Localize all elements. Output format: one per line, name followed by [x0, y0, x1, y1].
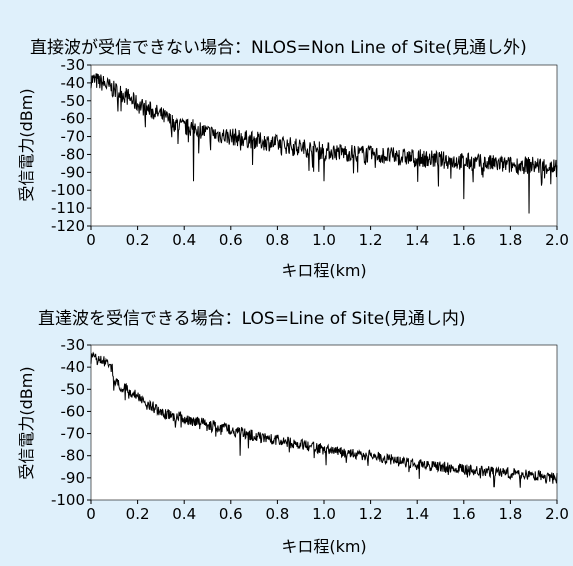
chart-nlos-xlabel: キロ程(km) [281, 261, 366, 280]
x-tick-label: 2.0 [545, 231, 569, 249]
x-tick-label: 2.0 [545, 505, 569, 523]
chart-nlos-x-ticks: 0 0.2 0.4 0.6 0.8 1.0 1.2 1.4 1.6 1.8 2.0 [86, 226, 569, 249]
y-tick-label: -50 [61, 92, 86, 110]
x-tick-label: 0.4 [172, 231, 196, 249]
chart-los-ylabel: 受信電力(dBm) [17, 366, 36, 479]
x-tick-label: 1.0 [312, 505, 336, 523]
y-tick-label: -80 [61, 447, 86, 465]
y-tick-label: -60 [61, 110, 86, 128]
x-tick-label: 1.4 [405, 505, 429, 523]
x-tick-label: 0.6 [219, 505, 243, 523]
chart-los-title: 直達波を受信できる場合：LOS=Line of Site(見通し内) [38, 309, 465, 329]
chart-nlos-y-ticks: -30-40-50-60-70-80-90-100-110-120 [51, 56, 91, 235]
chart-nlos: 直接波が受信できない場合：NLOS=Non Line of Site(見通し外)… [17, 38, 569, 280]
y-tick-label: -100 [51, 181, 85, 199]
y-tick-label: -120 [51, 217, 85, 235]
x-tick-label: 1.2 [359, 505, 383, 523]
chart-los-x-ticks: 0 0.2 0.4 0.6 0.8 1.0 1.2 1.4 1.6 1.8 2.0 [86, 500, 569, 523]
y-tick-label: -30 [61, 336, 86, 354]
x-tick-label: 1.6 [452, 505, 476, 523]
chart-nlos-series-line [90, 73, 558, 214]
chart-nlos-plot-area [90, 64, 558, 227]
y-tick-label: -70 [61, 425, 86, 443]
chart-los-xlabel: キロ程(km) [281, 537, 366, 556]
y-tick-label: -110 [51, 199, 85, 217]
chart-nlos-ylabel: 受信電力(dBm) [17, 88, 36, 201]
chart-los-plot-area [90, 344, 558, 501]
chart-los-series-line [90, 351, 558, 488]
y-tick-label: -40 [61, 74, 86, 92]
y-tick-label: -90 [61, 163, 86, 181]
x-tick-label: 0.2 [126, 231, 150, 249]
y-tick-label: -40 [61, 358, 86, 376]
y-tick-label: -50 [61, 380, 86, 398]
x-tick-label: 1.8 [498, 231, 522, 249]
x-tick-label: 1.4 [405, 231, 429, 249]
x-tick-label: 0 [86, 231, 96, 249]
y-tick-label: -90 [61, 469, 86, 487]
y-tick-label: -80 [61, 145, 86, 163]
x-tick-label: 0.6 [219, 231, 243, 249]
y-tick-label: -30 [61, 56, 86, 74]
x-tick-label: 0 [86, 505, 96, 523]
x-tick-label: 1.8 [498, 505, 522, 523]
x-tick-label: 1.2 [359, 231, 383, 249]
x-tick-label: 1.0 [312, 231, 336, 249]
chart-nlos-title: 直接波が受信できない場合：NLOS=Non Line of Site(見通し外) [30, 38, 527, 58]
x-tick-label: 0.4 [172, 505, 196, 523]
x-tick-label: 0.2 [126, 505, 150, 523]
x-tick-label: 1.6 [452, 231, 476, 249]
x-tick-label: 0.8 [265, 231, 289, 249]
chart-los-y-ticks: -30 -40 -50 -60 -70 -80 -90 -100 [51, 336, 91, 509]
y-tick-label: -70 [61, 128, 86, 146]
y-tick-label: -60 [61, 402, 86, 420]
y-tick-label: -100 [51, 491, 85, 509]
chart-los: 直達波を受信できる場合：LOS=Line of Site(見通し内) -30 -4… [17, 309, 569, 556]
x-tick-label: 0.8 [265, 505, 289, 523]
